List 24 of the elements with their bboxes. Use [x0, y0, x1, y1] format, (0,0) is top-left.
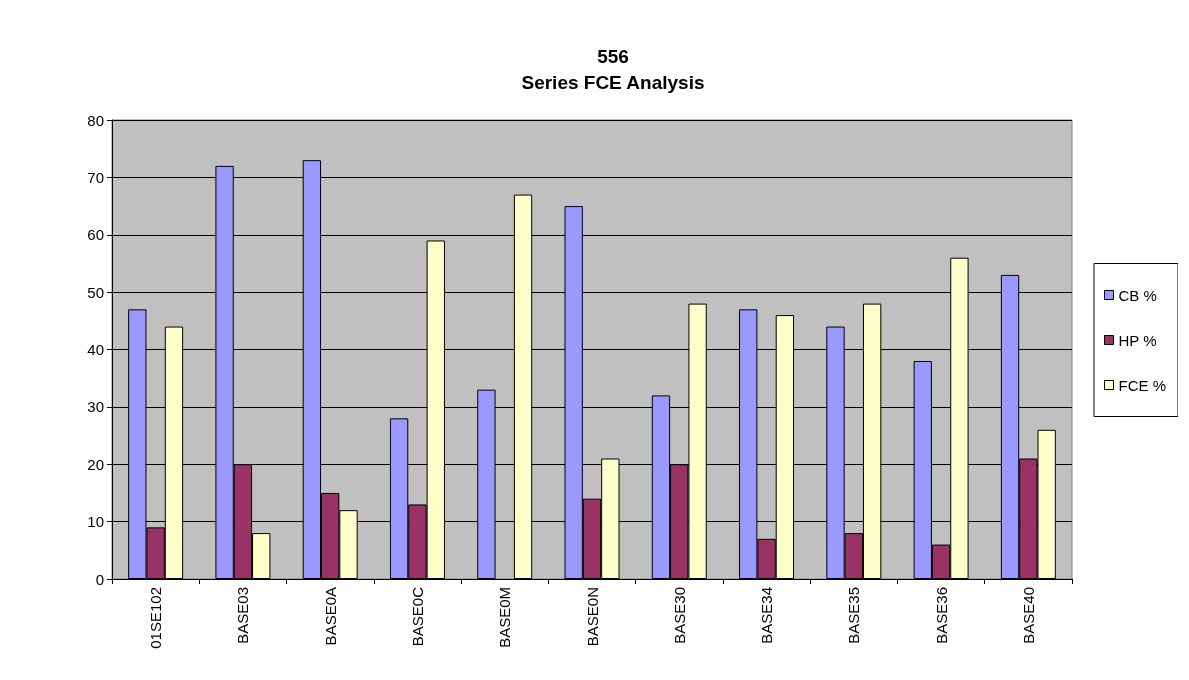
y-tick-label: 50: [87, 283, 104, 301]
y-tick-label: 80: [87, 111, 104, 129]
y-tick-label: 70: [87, 168, 104, 186]
x-tick-label: BASE03: [234, 587, 252, 644]
x-tick-label: BASE40: [1019, 587, 1037, 644]
x-tick-label: BASE30: [670, 587, 688, 644]
y-tick-label: 60: [87, 226, 104, 244]
x-tick-label: BASE0M: [496, 587, 514, 648]
legend-label: HP %: [1118, 331, 1157, 349]
y-tick-label: 10: [87, 513, 104, 531]
x-tick-label: BASE34: [758, 587, 776, 644]
y-tick-label: 40: [87, 341, 104, 358]
x-tick-label: BASE35: [845, 587, 863, 644]
x-tick-label: BASE0N: [583, 587, 601, 647]
y-tick-label: 20: [87, 455, 104, 473]
x-tick-label: BASE0C: [408, 586, 426, 647]
x-tick-label: BASE36: [932, 587, 950, 644]
x-tick-label: 01SE102: [147, 587, 165, 649]
y-tick-label: 0: [95, 570, 104, 588]
chart-title: 556 Series FCE Analysis: [521, 45, 705, 93]
legend-label: CB %: [1118, 286, 1157, 304]
x-tick-label: BASE0A: [321, 587, 339, 646]
y-tick-label: 30: [87, 398, 104, 416]
legend-label: FCE %: [1118, 376, 1167, 394]
